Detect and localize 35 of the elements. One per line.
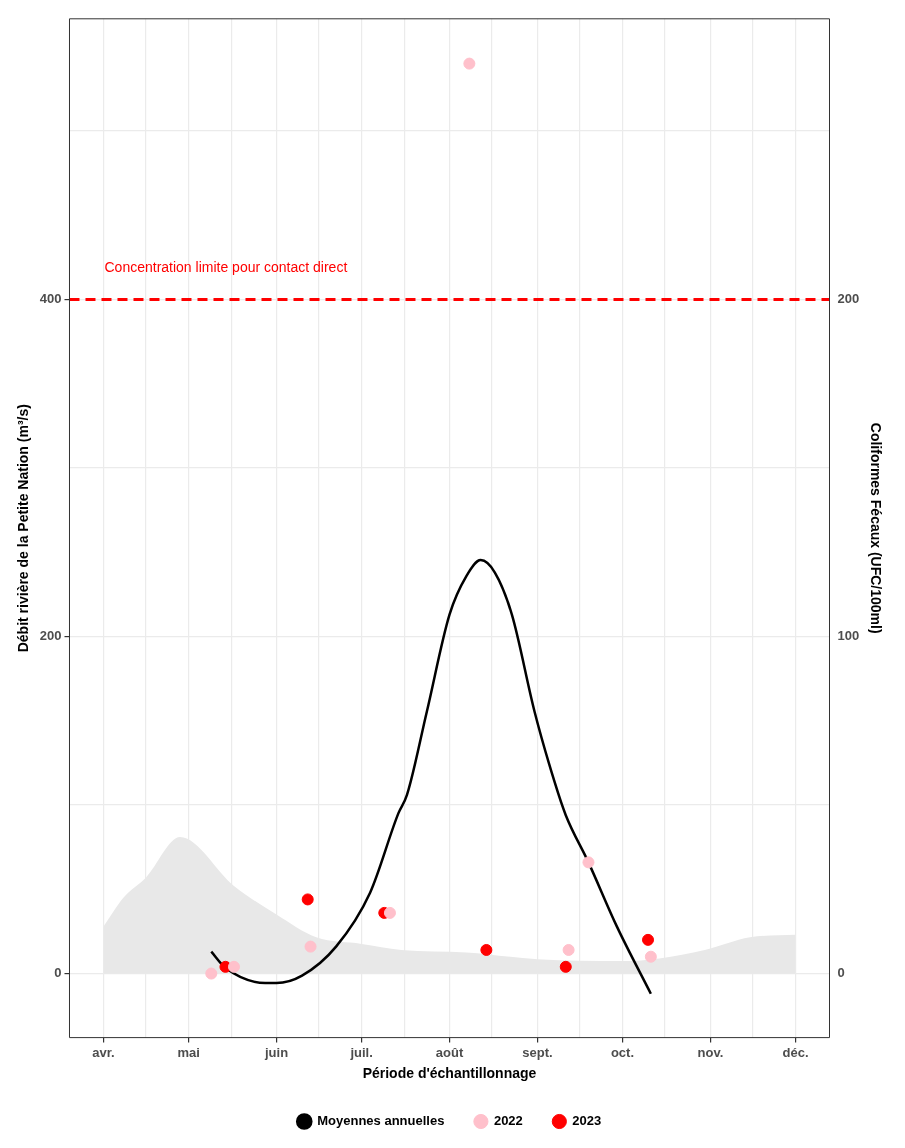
legend-label: 2022 [493, 1113, 523, 1129]
y2-tick-label: 100 [837, 628, 860, 644]
x-tick-label: sept. [522, 1044, 553, 1060]
point [301, 893, 314, 906]
y2-tick-label: 200 [837, 291, 860, 307]
y-tick-label: 400 [39, 291, 62, 307]
y2-tick-label: 0 [837, 965, 845, 981]
x-tick-label: mai [177, 1044, 200, 1060]
x-tick-label: oct. [610, 1044, 635, 1060]
point [562, 943, 575, 956]
point [227, 960, 240, 973]
x-tick-label: juin [263, 1044, 289, 1060]
line-series [210, 558, 653, 996]
y-axis-title: Débit rivière de la Petite Nation (m³/s) [15, 404, 32, 653]
point [480, 943, 493, 956]
point [304, 940, 317, 953]
x-tick-label: août [435, 1044, 464, 1060]
point [642, 933, 655, 946]
x-tick-label: avr. [92, 1044, 115, 1060]
point [559, 960, 572, 973]
point [644, 950, 657, 963]
ref-line-label: Concentration limite pour contact direct [104, 259, 348, 276]
legend-label: Moyennes annuelles [317, 1113, 445, 1129]
x-tick-label: nov. [697, 1044, 724, 1060]
point [463, 57, 476, 70]
y-tick-label: 0 [54, 965, 62, 981]
point [582, 856, 595, 869]
point [205, 967, 218, 980]
x-axis-title: Période d'échantillonnage [362, 1065, 537, 1082]
x-tick-label: juil. [349, 1044, 373, 1060]
legend-label: 2023 [572, 1113, 602, 1129]
y-tick-label: 200 [39, 628, 62, 644]
y2-axis-title: Coliformes Fécaux (UFC/100ml) [867, 422, 884, 634]
x-tick-label: déc. [782, 1044, 809, 1060]
point [383, 906, 396, 919]
